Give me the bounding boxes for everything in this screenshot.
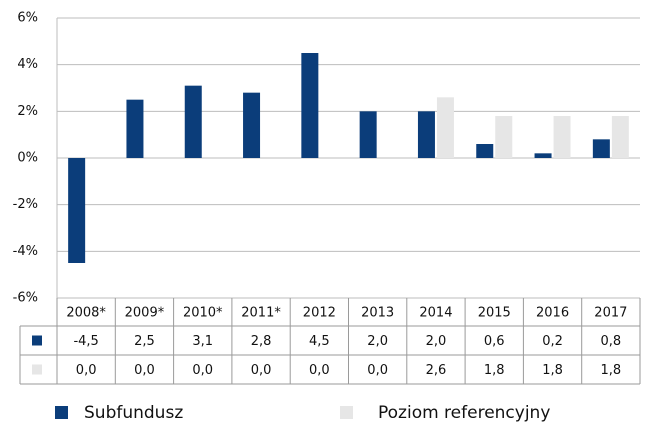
x-tick-label: 2009* [125,306,165,321]
table-value: -4,5 [73,334,98,349]
bar [495,116,513,158]
table-value: 2,8 [251,334,272,349]
bar [359,111,377,158]
bar [476,144,494,158]
table-value: 0,8 [601,334,622,349]
bar [417,111,435,158]
y-tick-label: -2% [13,197,38,212]
bar [184,85,202,158]
table-value: 2,0 [426,334,447,349]
bar [68,158,86,263]
table-value: 0,0 [251,363,272,378]
x-tick-label: 2010* [183,306,223,321]
x-tick-label: 2012 [303,306,336,321]
legend-key [340,406,353,419]
y-tick-label: 6% [17,11,38,26]
x-tick-label: 2014 [419,306,452,321]
x-tick-label: 2011* [241,306,281,321]
table-value: 2,5 [134,334,155,349]
bar [243,92,261,158]
bar [592,139,610,158]
table-legend-key [32,335,42,346]
table-value: 0,0 [76,363,97,378]
table-value: 0,0 [309,363,330,378]
table-value: 0,2 [542,334,563,349]
x-tick-label: 2013 [361,306,394,321]
table-value: 1,8 [542,363,563,378]
bar [126,99,144,158]
table-value: 1,8 [601,363,622,378]
x-tick-label: 2016 [536,306,569,321]
table-value: 0,0 [134,363,155,378]
y-tick-label: -4% [13,244,38,259]
table-value: 2,6 [426,363,447,378]
x-tick-label: 2017 [594,306,627,321]
table-value: 2,0 [367,334,388,349]
bar [553,116,571,158]
table-value: 0,6 [484,334,505,349]
x-tick-label: 2015 [478,306,511,321]
table-value: 0,0 [367,363,388,378]
y-tick-label: 4% [17,57,38,72]
x-tick-label: 2008* [66,306,106,321]
legend-label: Subfundusz [84,403,183,423]
y-tick-label: 0% [17,151,38,166]
bar [436,97,454,158]
table-value: 4,5 [309,334,330,349]
legend-key [55,406,68,419]
bar [534,153,552,158]
y-tick-label: -6% [13,291,38,306]
table-legend-key [32,364,42,375]
table-value: 0,0 [192,363,213,378]
table-value: 3,1 [192,334,213,349]
legend-label: Poziom referencyjny [378,403,550,423]
y-tick-label: 2% [17,104,38,119]
table-value: 1,8 [484,363,505,378]
bar [611,116,629,158]
bar [301,53,319,158]
